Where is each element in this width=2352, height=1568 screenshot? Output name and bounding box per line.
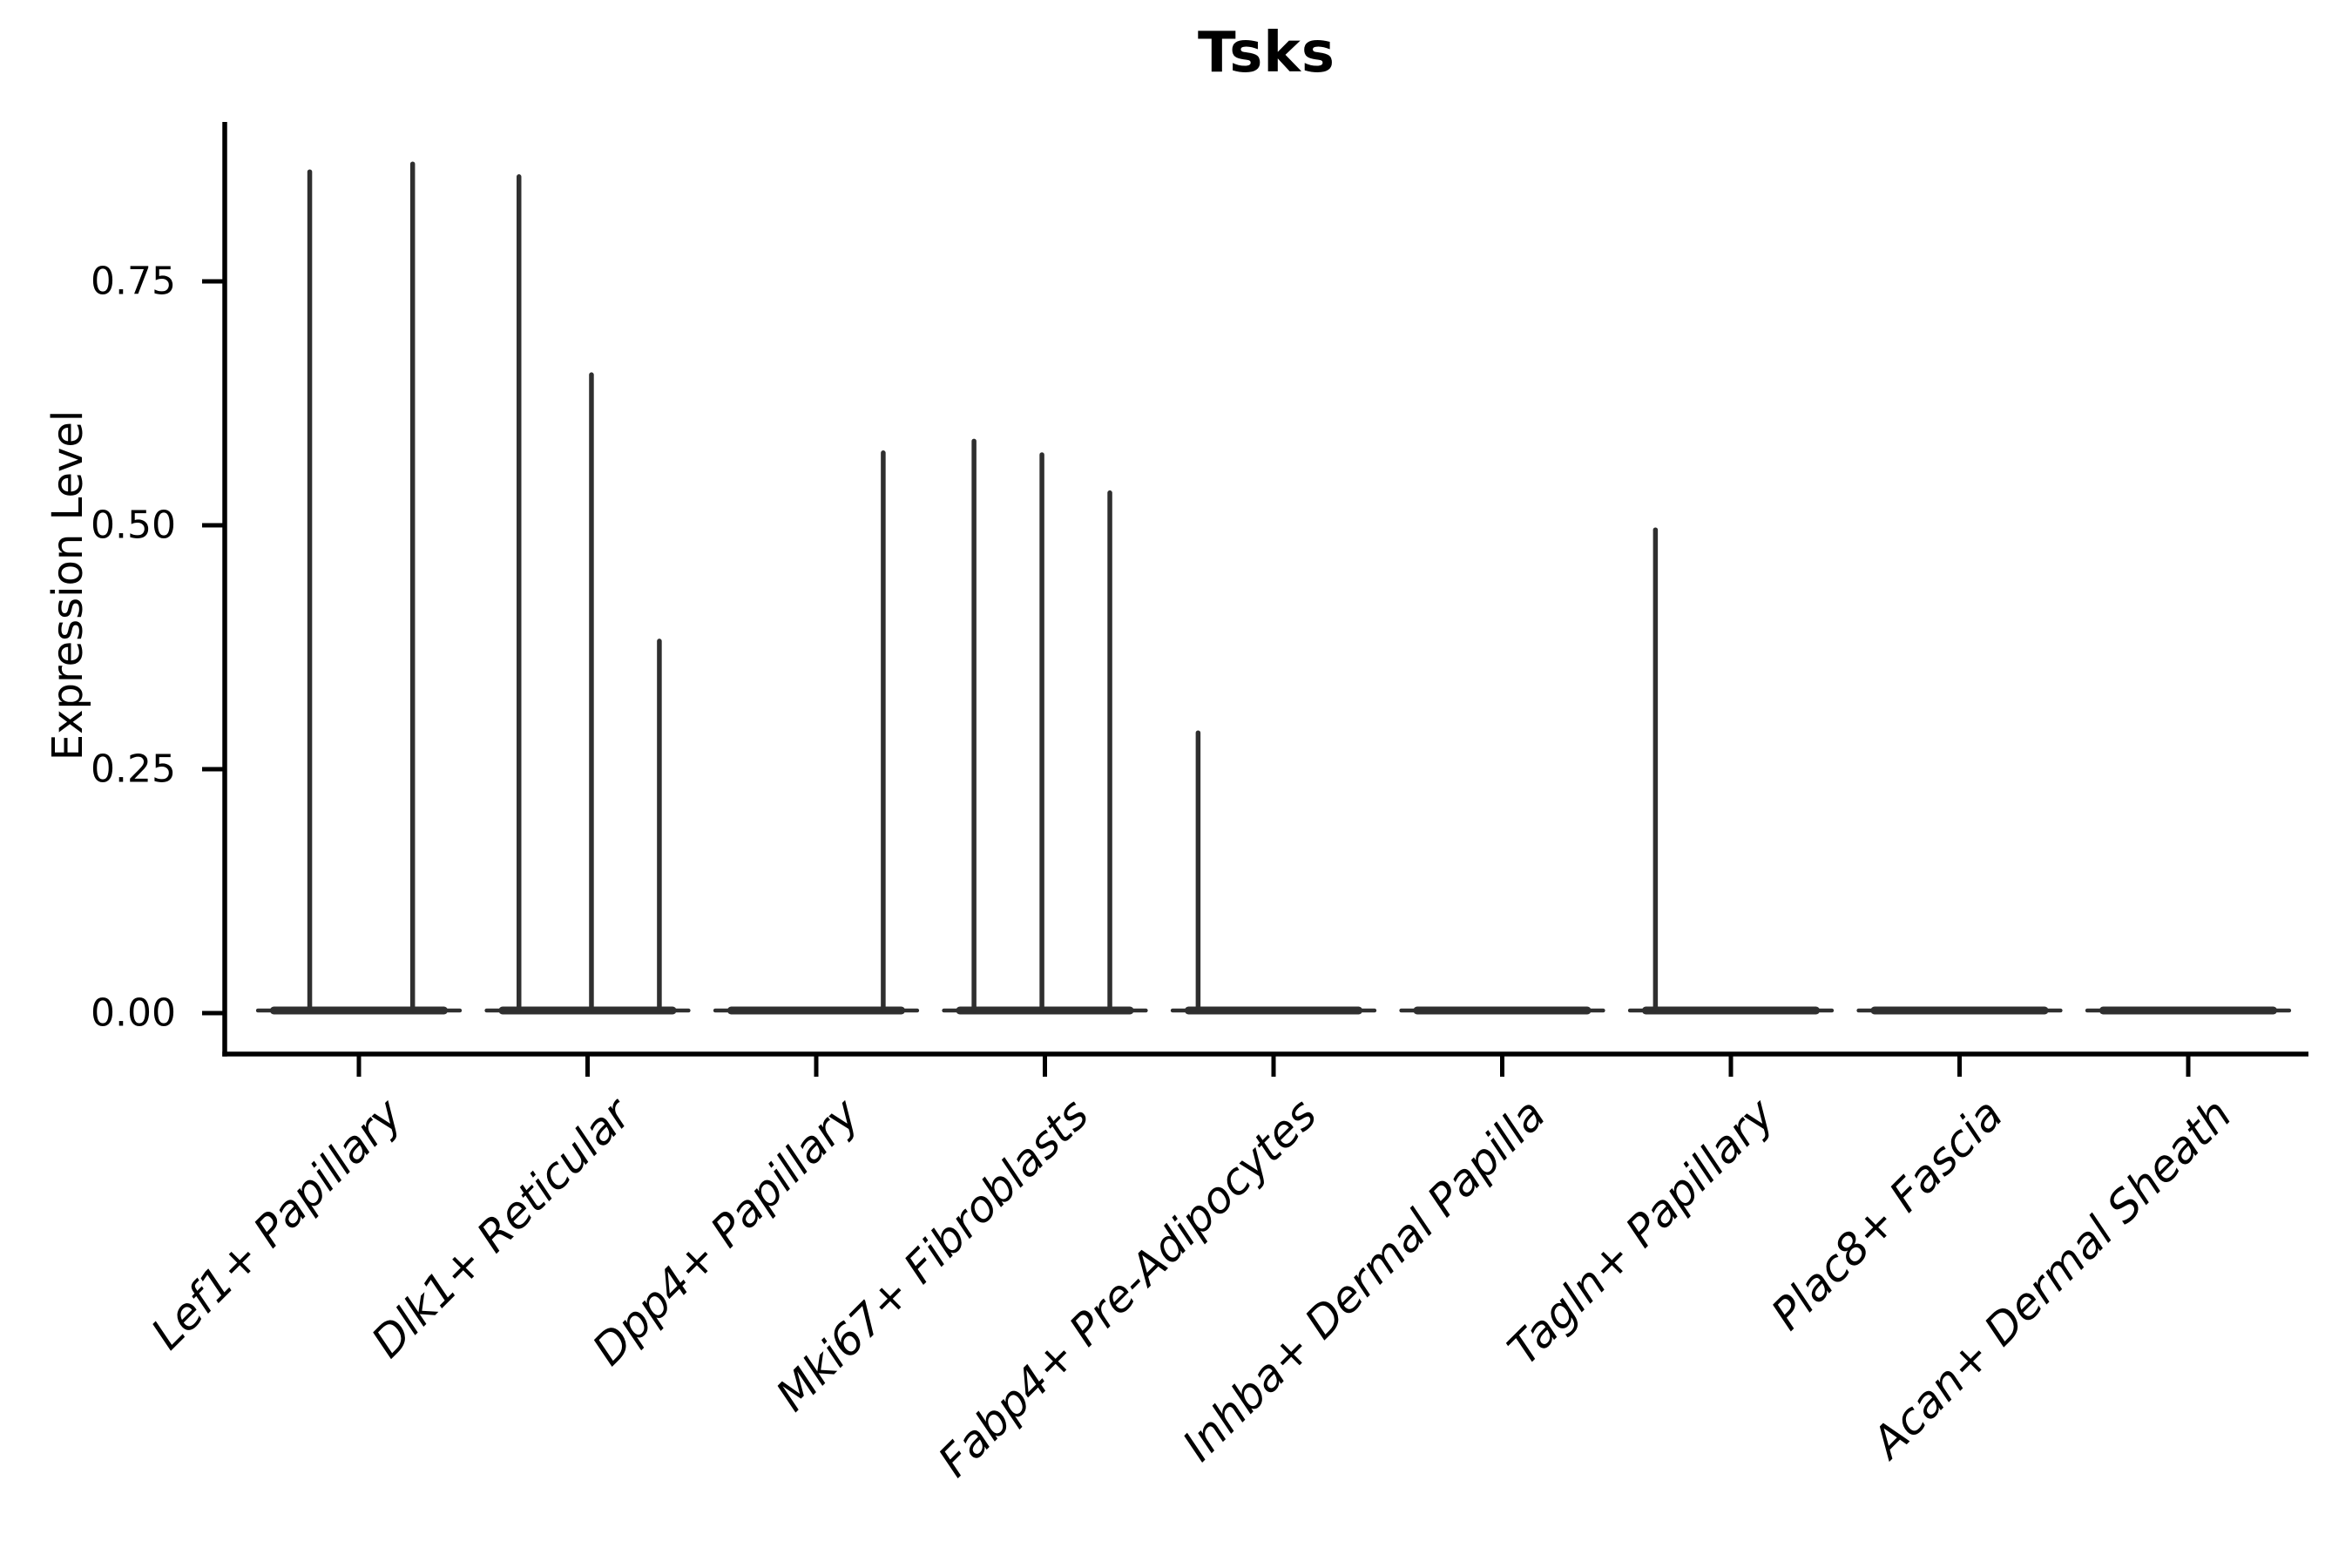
- violin-base: [1184, 1006, 1363, 1015]
- violin-base: [1413, 1006, 1592, 1015]
- y-tick-label: 0.50: [91, 503, 176, 548]
- plot-title: Tsks: [1198, 21, 1335, 85]
- violin-base: [1641, 1006, 1821, 1015]
- y-tick-label: 0.00: [91, 990, 176, 1036]
- violin-base: [727, 1006, 906, 1015]
- violin-base: [269, 1006, 449, 1015]
- y-tick-label: 0.75: [91, 259, 176, 304]
- violin-base: [956, 1006, 1134, 1015]
- violin-base: [1870, 1006, 2049, 1015]
- y-tick-label: 0.25: [91, 747, 176, 792]
- violin-base: [498, 1006, 677, 1015]
- violin-base: [2099, 1006, 2278, 1015]
